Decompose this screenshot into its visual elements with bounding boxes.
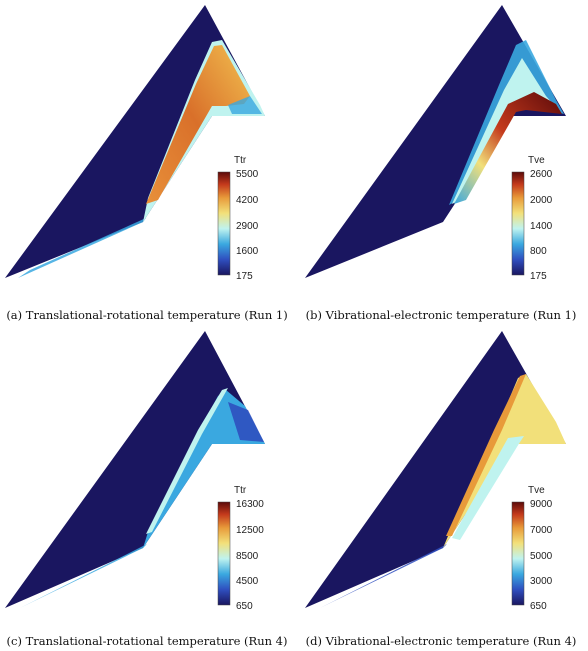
colorbar-tick-label: 7000 bbox=[530, 525, 553, 536]
colorbar-title: Ttr bbox=[234, 155, 247, 166]
colorbar-tick-label: 2900 bbox=[236, 221, 259, 232]
temperature-contour-plot: Ttr 5500 4200 2900 1600 175 bbox=[5, 5, 265, 282]
colorbar-tick-label: 5500 bbox=[236, 169, 259, 180]
colorbar-tick-label: 1600 bbox=[236, 246, 259, 257]
downstream-cool-region bbox=[228, 402, 264, 442]
colorbar-title: Ttr bbox=[234, 485, 247, 496]
colorbar-tick-label: 175 bbox=[530, 271, 547, 282]
temperature-contour-plot: Tve 2600 2000 1400 800 175 bbox=[305, 5, 566, 282]
hot-vibrational-core bbox=[454, 92, 562, 204]
colorbar bbox=[217, 501, 231, 606]
panel-caption: (a) Translational-rotational temperature… bbox=[6, 308, 288, 322]
figure-panel-c: Ttr 16300 12500 8500 4500 650 (c) Transl… bbox=[0, 326, 294, 651]
colorbar-tick-label: 2600 bbox=[530, 169, 553, 180]
colorbar-tick-label: 2000 bbox=[530, 195, 553, 206]
colorbar-tick-label: 4500 bbox=[236, 576, 259, 587]
colorbar-tick-label: 5000 bbox=[530, 551, 553, 562]
domain-background bbox=[305, 5, 566, 278]
colorbar-tick-label: 12500 bbox=[236, 525, 264, 536]
panel-caption: (c) Translational-rotational temperature… bbox=[6, 634, 288, 648]
panel-caption: (b) Vibrational-electronic temperature (… bbox=[305, 308, 577, 322]
inner-boundary bbox=[452, 436, 524, 540]
temperature-contour-plot: Ttr 16300 12500 8500 4500 650 bbox=[5, 331, 265, 612]
colorbar-title: Tve bbox=[528, 155, 545, 166]
colorbar-tick-label: 16300 bbox=[236, 499, 264, 510]
colorbar-title: Tve bbox=[528, 485, 545, 496]
shock-layer bbox=[143, 390, 265, 548]
boundary-layer bbox=[18, 218, 146, 278]
colorbar-tick-label: 3000 bbox=[530, 576, 553, 587]
figure-panel-b: Tve 2600 2000 1400 800 175 (b) Vibration… bbox=[294, 0, 588, 325]
domain-background bbox=[305, 331, 566, 608]
shock-layer bbox=[443, 374, 566, 548]
colorbar bbox=[217, 171, 231, 276]
colorbar-tick-label: 1400 bbox=[530, 221, 553, 232]
colorbar-tick-label: 800 bbox=[530, 246, 547, 257]
hot-shock-layer bbox=[146, 45, 250, 204]
colorbar-tick-label: 650 bbox=[530, 601, 547, 612]
panel-caption: (d) Vibrational-electronic temperature (… bbox=[305, 634, 577, 648]
downstream-cool-region bbox=[228, 96, 262, 114]
colorbar-tick-label: 175 bbox=[236, 271, 253, 282]
colorbar-tick-label: 650 bbox=[236, 601, 253, 612]
figure-panel-d: Tve 9000 7000 5000 3000 650 (d) Vibratio… bbox=[294, 326, 588, 651]
colorbar-tick-label: 8500 bbox=[236, 551, 259, 562]
temperature-contour-plot: Tve 9000 7000 5000 3000 650 bbox=[305, 331, 566, 612]
colorbar-tick-label: 9000 bbox=[530, 499, 553, 510]
colorbar bbox=[511, 501, 525, 606]
shock-front bbox=[146, 388, 228, 534]
colorbar bbox=[511, 171, 525, 276]
domain-background bbox=[5, 331, 265, 608]
figure-panel-a: Ttr 5500 4200 2900 1600 175 (a) Translat… bbox=[0, 0, 294, 325]
colorbar-tick-label: 4200 bbox=[236, 195, 259, 206]
shock-front bbox=[446, 374, 526, 536]
